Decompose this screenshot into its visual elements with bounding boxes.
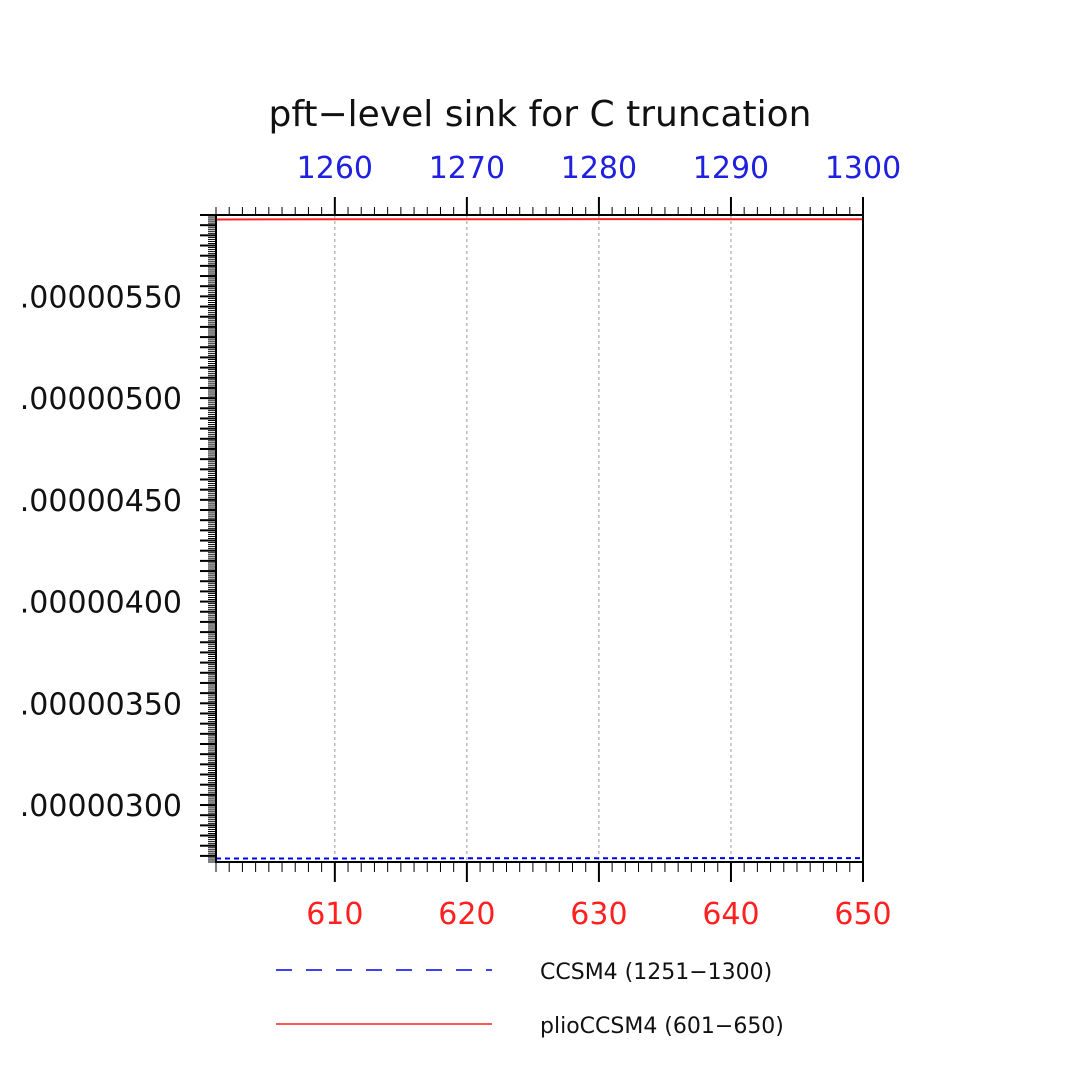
top-tick-label: 1280 bbox=[561, 151, 637, 186]
top-tick-label: 1260 bbox=[297, 151, 373, 186]
chart-title: pft−level sink for C truncation bbox=[269, 94, 812, 135]
y-tick-label: .00000300 bbox=[20, 789, 182, 824]
y-tick-label: .00000350 bbox=[20, 687, 182, 722]
y-tick-label: .00000500 bbox=[20, 382, 182, 417]
bottom-tick-label: 630 bbox=[570, 897, 627, 932]
legend-label: plioCCSM4 (601−650) bbox=[540, 1014, 784, 1039]
grid-lines bbox=[334, 215, 732, 862]
tick-labels: 610 620 630 640 650 1260 1270 1280 1290 1300 .0000… bbox=[20, 151, 901, 932]
axis-ticks bbox=[200, 197, 864, 882]
top-tick-label: 1300 bbox=[825, 151, 901, 186]
top-tick-label: 1290 bbox=[693, 151, 769, 186]
bottom-tick-label: 610 bbox=[306, 897, 363, 932]
series-lines bbox=[215, 218, 863, 860]
y-tick-label: .00000550 bbox=[20, 280, 182, 315]
legend: CCSM4 (1251−1300) plioCCSM4 (601−650) bbox=[276, 960, 784, 1039]
y-tick-label: .00000400 bbox=[20, 586, 182, 621]
bottom-tick-label: 650 bbox=[834, 897, 891, 932]
top-tick-label: 1270 bbox=[429, 151, 505, 186]
bottom-tick-label: 640 bbox=[702, 897, 759, 932]
bottom-tick-label: 620 bbox=[438, 897, 495, 932]
y-tick-label: .00000450 bbox=[20, 484, 182, 519]
legend-label: CCSM4 (1251−1300) bbox=[540, 960, 772, 985]
plot-frame bbox=[215, 214, 864, 863]
